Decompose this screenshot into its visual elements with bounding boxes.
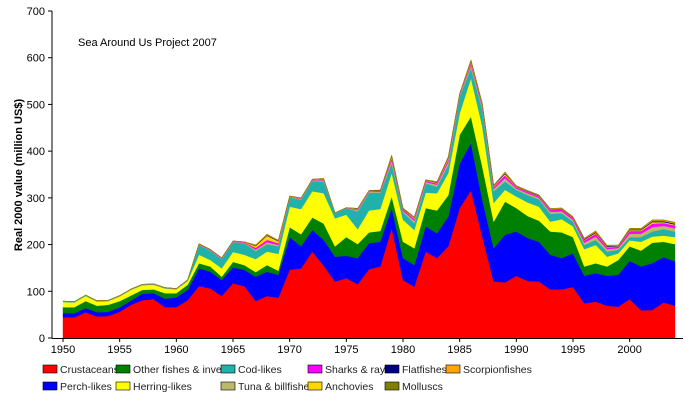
x-tick-label: 1970: [277, 344, 301, 356]
legend-swatch: [384, 364, 400, 374]
y-tick-label: 700: [27, 6, 45, 18]
x-tick-label: 1950: [51, 344, 75, 356]
plot-areas: [62, 59, 676, 339]
legend-label: Molluscs: [402, 381, 443, 393]
legend-item-sharks-rays: Sharks & rays: [307, 364, 390, 376]
legend-label: Scorpionfishes: [463, 364, 532, 376]
x-tick-label: 1990: [504, 344, 528, 356]
legend-item-perch-likes: Perch-likes: [42, 381, 112, 393]
x-tick-label: 1975: [334, 344, 358, 356]
legend-label: Flatfishes: [402, 364, 447, 376]
legend-item-tuna-billfishes: Tuna & billfishes: [220, 381, 315, 393]
x-tick-label: 1995: [561, 344, 585, 356]
chart-annotation: Sea Around Us Project 2007: [78, 37, 217, 49]
legend-label: Sharks & rays: [325, 364, 390, 376]
legend-label: Crustaceans: [60, 364, 119, 376]
legend-swatch: [115, 364, 131, 374]
legend-item-scorpionfishes: Scorpionfishes: [445, 364, 532, 376]
y-tick-label: 500: [27, 99, 45, 111]
legend-swatch: [307, 381, 323, 391]
y-tick-label: 600: [27, 53, 45, 65]
legend-swatch: [384, 381, 400, 391]
x-tick-label: 1955: [107, 344, 131, 356]
legend-swatch: [42, 381, 58, 391]
y-tick-label: 0: [39, 333, 45, 345]
legend-swatch: [115, 381, 131, 391]
legend-label: Cod-likes: [238, 364, 282, 376]
legend-swatch: [445, 364, 461, 374]
legend-swatch: [307, 364, 323, 374]
area-molluscs: [62, 59, 676, 302]
y-tick-label: 200: [27, 240, 45, 252]
x-tick-label: 1985: [447, 344, 471, 356]
y-axis-label: Real 2000 value (million US$): [13, 99, 25, 252]
legend-swatch: [220, 364, 236, 374]
legend-item-flatfishes: Flatfishes: [384, 364, 447, 376]
legend-label: Perch-likes: [60, 381, 112, 393]
x-tick-label: 1965: [221, 344, 245, 356]
y-tick-label: 300: [27, 193, 45, 205]
legend: Crustaceans Other fishes & inverts Cod-lik…: [42, 364, 532, 393]
legend-label: Other fishes & inverts: [133, 364, 233, 376]
legend-label: Anchovies: [325, 381, 373, 393]
legend-swatch: [42, 364, 58, 374]
legend-label: Tuna & billfishes: [238, 381, 315, 393]
legend-label: Herring-likes: [133, 381, 192, 393]
legend-item-cod-likes: Cod-likes: [220, 364, 282, 376]
x-tick-label: 2000: [617, 344, 641, 356]
legend-item-crustaceans: Crustaceans: [42, 364, 119, 376]
legend-item-molluscs: Molluscs: [384, 381, 443, 393]
x-tick-label: 1980: [391, 344, 415, 356]
axes: 0 100 200 300 400 500 600 700 1950 1955 1960 1965 19…: [27, 6, 683, 356]
legend-swatch: [220, 381, 236, 391]
y-tick-label: 100: [27, 286, 45, 298]
x-tick-label: 1960: [164, 344, 188, 356]
legend-item-herring-likes: Herring-likes: [115, 381, 192, 393]
legend-item-other-fishes-inverts: Other fishes & inverts: [115, 364, 233, 376]
y-tick-label: 400: [27, 146, 45, 158]
legend-item-anchovies: Anchovies: [307, 381, 373, 393]
